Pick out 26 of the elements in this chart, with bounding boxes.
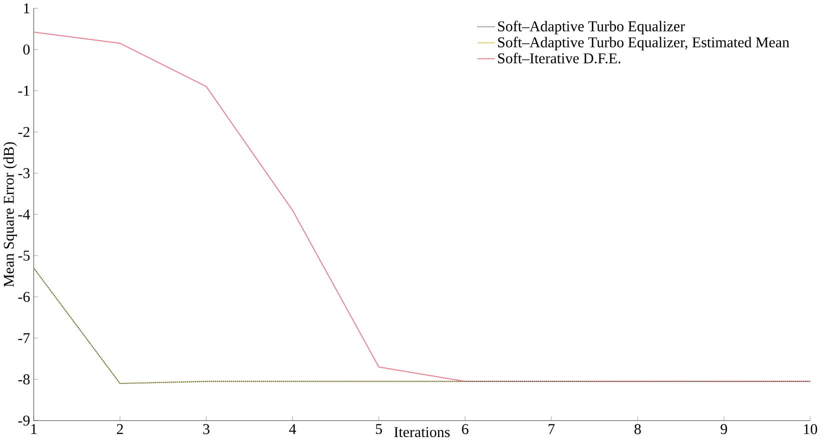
legend-label: Soft–Iterative D.F.E. <box>498 52 620 64</box>
x-tick-label: 9 <box>720 424 728 434</box>
x-tick-label: 6 <box>462 424 468 434</box>
y-tick-label: -2 <box>18 126 30 137</box>
y-tick-label: 0 <box>23 44 30 54</box>
x-tick-label: 3 <box>203 424 210 434</box>
y-tick-label: 1 <box>24 3 30 13</box>
legend-label: Soft–Adaptive Turbo Equalizer, Estimated Mean <box>498 36 790 50</box>
y-tick-label: -9 <box>18 415 30 426</box>
x-tick-label: 10 <box>804 424 818 434</box>
legend-label: Soft–Adaptive Turbo Equalizer <box>498 20 685 34</box>
x-tick-label: 4 <box>289 424 296 434</box>
y-tick-label: -5 <box>18 250 30 260</box>
x-tick-label: 7 <box>548 424 555 434</box>
y-tick-label: -3 <box>18 168 30 178</box>
x-tick-label: 5 <box>376 424 382 434</box>
x-tick-label: 8 <box>634 424 641 434</box>
y-axis-title: Mean Square Error (dB) <box>3 142 17 287</box>
x-tick-label: 2 <box>116 424 123 434</box>
y-tick-label: -6 <box>18 292 30 302</box>
y-tick-label: -7 <box>18 333 30 343</box>
x-axis-title: Iterations <box>394 426 450 437</box>
y-tick-label: -4 <box>18 209 30 220</box>
y-tick-label: -8 <box>18 374 30 384</box>
y-tick-label: -1 <box>18 86 30 96</box>
x-tick-label: 1 <box>31 424 37 434</box>
